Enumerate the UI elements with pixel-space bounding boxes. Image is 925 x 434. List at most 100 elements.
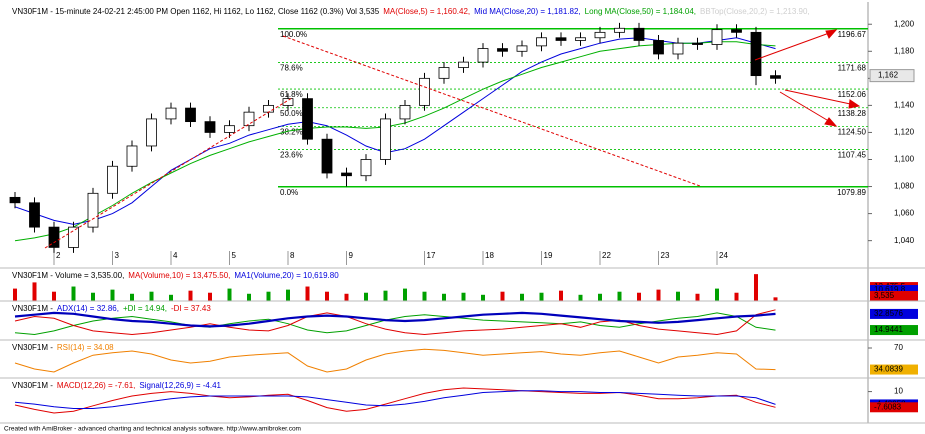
volume-bar <box>364 292 368 301</box>
arrow-head <box>824 117 838 127</box>
title-part: VN30F1M - 15-minute 24-02-21 2:45:00 PM … <box>12 7 380 16</box>
fib-value: 1171.68 <box>838 64 867 73</box>
volume-bar <box>578 294 583 301</box>
candle-body <box>68 226 79 248</box>
title-part: +DI = 14.94, <box>123 304 167 313</box>
candle-body <box>633 27 645 41</box>
volume-bar <box>715 288 719 301</box>
volume-bar <box>208 292 212 301</box>
candle-body <box>243 111 255 127</box>
candle-body <box>321 138 333 174</box>
x-tick-label: 23 <box>661 251 670 260</box>
volume-bar <box>559 290 563 301</box>
volume-bar <box>442 293 446 301</box>
x-tick-label: 22 <box>602 251 611 260</box>
x-tick-label: 18 <box>485 251 494 260</box>
volume-bar <box>500 291 505 301</box>
volume-bar <box>481 294 485 301</box>
candle-body <box>107 165 118 194</box>
candle-body <box>497 48 508 52</box>
value-box <box>870 325 918 336</box>
fib-name: 61.8% <box>280 90 303 99</box>
x-tick-label: 19 <box>544 251 553 260</box>
y-tick-label: 70 <box>894 343 903 352</box>
fib-name: 100.0% <box>280 30 307 39</box>
volume-bar <box>344 293 349 301</box>
x-tick-label: 17 <box>427 251 436 260</box>
volume-bar <box>676 291 680 301</box>
value-box <box>870 402 918 413</box>
volume-bar <box>91 292 95 301</box>
title-part: MA(Close,5) = 1,160.42, <box>383 7 470 16</box>
volume-bar <box>520 293 524 301</box>
trend-line <box>282 35 701 187</box>
value-box-label: 14.9441 <box>874 325 903 334</box>
fib-value: 1196.67 <box>838 30 867 39</box>
candle-body <box>399 104 411 120</box>
volume-bar <box>656 289 661 301</box>
candle-body <box>750 31 762 77</box>
volume-bar <box>754 274 758 301</box>
title-part: VN30F1M - <box>12 343 53 352</box>
volume-bar <box>130 293 134 301</box>
marks: VN30F1M - 15-minute 24-02-21 2:45:00 PM … <box>0 2 925 424</box>
candle-body <box>653 40 664 55</box>
title-part: Long MA(Close,50) = 1,184.04, <box>585 7 696 16</box>
series-line <box>14 348 776 373</box>
candle-body <box>126 145 138 167</box>
volume-bar <box>539 292 544 301</box>
last-price-box <box>869 69 915 83</box>
x-tick-label: 9 <box>349 251 354 260</box>
volume-bar <box>617 291 622 301</box>
candle-body <box>438 67 450 79</box>
volume-bar <box>305 286 310 301</box>
title-part: MA1(Volume,20) = 10,619.80 <box>234 271 339 280</box>
y-tick-label: 10 <box>894 387 903 396</box>
volume-bar <box>403 288 407 301</box>
fib-name: 23.6% <box>280 151 303 160</box>
candle-body <box>302 98 313 140</box>
title-part: Signal(12,26,9) = -4.41 <box>139 381 221 390</box>
candle-body <box>711 29 723 45</box>
volume-bar <box>71 286 76 301</box>
fib-name: 38.2% <box>280 127 303 136</box>
pane-title: VN30F1M - ADX(14) = 32.86, +DI = 14.94, -DI… <box>12 304 211 313</box>
candle-body <box>731 29 742 33</box>
candle-body <box>282 98 294 106</box>
fib-name: 78.6% <box>280 64 303 73</box>
volume-bar <box>695 293 700 301</box>
pane-title: VN30F1M - Volume = 3,535.00, MA(Volume,10… <box>12 271 339 280</box>
series-line <box>14 41 776 242</box>
volume-bar <box>286 289 290 301</box>
candle-body <box>458 61 469 68</box>
y-tick-label: 1,060 <box>894 209 915 218</box>
fib-value: 1079.89 <box>837 188 866 197</box>
title-part: Mid MA(Close,20) = 1,181.82, <box>474 7 581 16</box>
candle-body <box>516 45 528 52</box>
arrow <box>754 31 833 61</box>
value-box <box>870 364 918 375</box>
x-tick-label: 24 <box>719 251 728 260</box>
candle-body <box>9 196 21 204</box>
series-line <box>14 309 776 336</box>
candle-body <box>185 107 196 123</box>
value-box-label: 10,619.8 <box>874 285 906 294</box>
y-tick-label: 1,180 <box>894 46 915 55</box>
footer: Created with AmiBroker - advanced charti… <box>4 426 301 433</box>
title-part: VN30F1M - <box>12 304 53 313</box>
arrow-head <box>825 29 838 39</box>
candle-body <box>341 172 352 177</box>
candle-body <box>770 75 781 79</box>
candle-body <box>48 226 60 248</box>
volume-bar <box>422 291 427 301</box>
candle-body <box>29 202 40 228</box>
candle-body <box>204 121 216 133</box>
volume-bar <box>247 293 251 301</box>
y-tick-label: 1,040 <box>894 236 915 245</box>
volume-bar <box>383 290 388 301</box>
y-tick-label: 1,100 <box>894 155 915 164</box>
volume-bar <box>461 292 466 301</box>
volume-bar <box>637 292 641 301</box>
x-tick-label: 3 <box>115 251 120 260</box>
volume-bar <box>325 291 329 301</box>
